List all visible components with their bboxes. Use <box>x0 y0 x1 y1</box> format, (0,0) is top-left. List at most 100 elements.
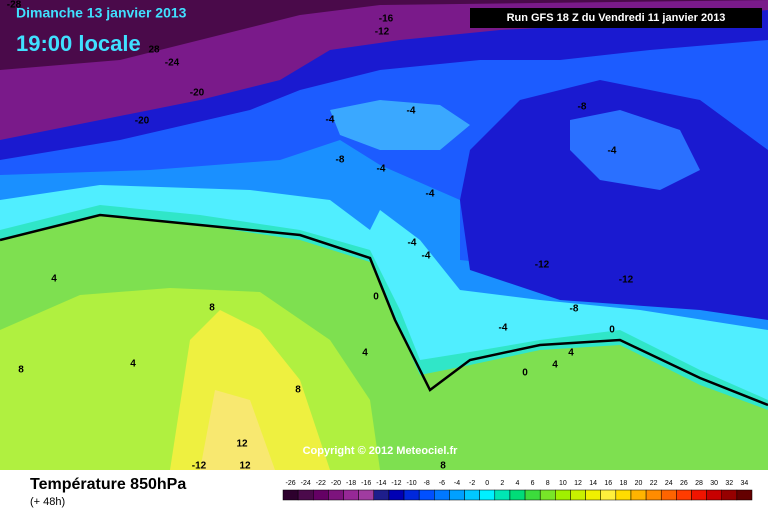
legend-swatch <box>297 489 314 501</box>
copyright: Copyright © 2012 Meteociel.fr <box>303 445 459 457</box>
legend-swatch <box>736 489 753 501</box>
navy-east <box>460 80 768 320</box>
legend-label: 18 <box>620 480 628 487</box>
legend-label: -24 <box>301 480 311 487</box>
legend-swatch <box>373 489 390 501</box>
map-field <box>0 0 768 470</box>
contour-label: -4 <box>422 251 431 262</box>
legend-swatch <box>328 489 344 501</box>
contour-label: -4 <box>407 106 416 117</box>
contour-label: -4 <box>377 164 386 175</box>
contour-label: 4 <box>568 348 574 359</box>
legend-label: -18 <box>346 480 356 487</box>
legend-swatch <box>343 489 359 501</box>
contour-label: 12 <box>239 461 251 472</box>
contour-label: -20 <box>190 88 205 99</box>
footer-subtitle: (+ 48h) <box>30 496 65 508</box>
legend-label: 22 <box>650 480 658 487</box>
legend-label: 20 <box>635 480 643 487</box>
legend-label: 30 <box>710 480 718 487</box>
contour-label: -28 <box>7 0 22 11</box>
legend-label: 0 <box>485 480 489 487</box>
contour-label: 4 <box>362 348 368 359</box>
contour-label: -16 <box>379 14 394 25</box>
contour-label: -20 <box>135 116 150 127</box>
magenta-zone <box>0 0 768 70</box>
legend-swatch <box>434 489 450 501</box>
legend-label: 26 <box>680 480 688 487</box>
legend-swatch <box>706 489 722 501</box>
contour-label: -8 <box>578 102 587 113</box>
legend-label: 16 <box>604 480 612 487</box>
legend-label: -26 <box>286 480 296 487</box>
contour-label: 4 <box>552 360 558 371</box>
legend-swatch <box>494 489 511 501</box>
legend-label: 14 <box>589 480 597 487</box>
legend-label: 4 <box>516 480 520 487</box>
legend-swatch <box>418 489 435 501</box>
legend-swatch <box>615 489 632 501</box>
footer-title: Température 850hPa <box>30 476 186 493</box>
zero-contour <box>0 213 768 407</box>
contour-label: -4 <box>426 189 435 200</box>
run-info: Run GFS 18 Z du Vendredi 11 janvier 2013 <box>507 12 726 24</box>
contour-label: 12 <box>236 439 248 450</box>
legend-swatch <box>721 489 738 501</box>
legend-swatch <box>539 489 556 501</box>
legend-swatch <box>479 489 496 501</box>
legend-swatch <box>464 489 480 501</box>
time: 19:00 locale <box>16 31 141 56</box>
legend-swatch <box>388 489 405 501</box>
legend-label: 24 <box>665 480 673 487</box>
legend-label: -10 <box>407 480 417 487</box>
contour-label: -12 <box>619 275 634 286</box>
run-box <box>470 8 762 28</box>
legend-label: -12 <box>391 480 401 487</box>
contour-label: 8 <box>18 365 24 376</box>
legend-swatch <box>660 489 677 501</box>
contour-label: 8 <box>440 461 446 472</box>
contour-label: 0 <box>373 292 379 303</box>
contour-label: 0 <box>522 368 528 379</box>
contour-label: -12 <box>535 260 550 271</box>
scandinavia-patch <box>570 110 700 190</box>
contour-label: 0 <box>609 325 615 336</box>
legend-label: -8 <box>424 480 430 487</box>
legend-swatch <box>676 489 692 501</box>
legend-label: -14 <box>376 480 386 487</box>
legend-label: -20 <box>331 480 341 487</box>
legend-label: -2 <box>469 480 475 487</box>
legend-label: 6 <box>531 480 535 487</box>
contour-label: -4 <box>499 323 508 334</box>
legend-swatch <box>645 489 662 501</box>
legend-label: 12 <box>574 480 582 487</box>
legend-swatch <box>691 489 707 501</box>
contour-label: -12 <box>192 461 207 472</box>
contour-label: -8 <box>336 155 345 166</box>
legend-label: 2 <box>500 480 504 487</box>
legend-label: 34 <box>741 480 749 487</box>
legend-swatch <box>524 489 541 501</box>
legend-swatch <box>509 489 526 501</box>
legend-swatch <box>570 489 586 501</box>
legend-label: -6 <box>439 480 445 487</box>
light-patch <box>330 100 470 150</box>
legend-label: 32 <box>725 480 733 487</box>
legend-swatch <box>555 489 571 501</box>
legend-label: 28 <box>695 480 703 487</box>
contour-label: -8 <box>570 304 579 315</box>
legend-swatch <box>600 489 617 501</box>
legend-swatch <box>449 489 465 501</box>
legend-label: 8 <box>546 480 550 487</box>
legend-swatch <box>358 489 375 501</box>
contour-label: 8 <box>209 303 215 314</box>
contour-label: -24 <box>165 58 180 69</box>
contour-label: -4 <box>608 146 617 157</box>
contour-label: 8 <box>295 385 301 396</box>
legend-swatch <box>282 489 299 501</box>
light-yellow-zone <box>200 390 275 470</box>
legend-label: -16 <box>361 480 371 487</box>
legend-label: 10 <box>559 480 567 487</box>
